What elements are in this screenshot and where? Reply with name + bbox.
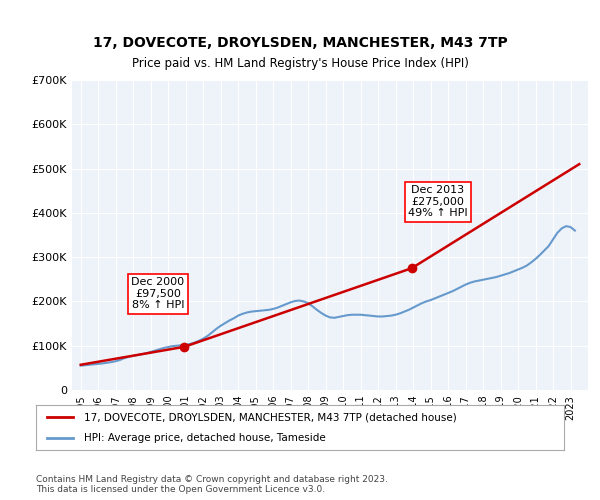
Text: Dec 2013
£275,000
49% ↑ HPI: Dec 2013 £275,000 49% ↑ HPI xyxy=(408,185,468,218)
Text: Dec 2000
£97,500
8% ↑ HPI: Dec 2000 £97,500 8% ↑ HPI xyxy=(131,277,185,310)
Text: 17, DOVECOTE, DROYLSDEN, MANCHESTER, M43 7TP (detached house): 17, DOVECOTE, DROYLSDEN, MANCHESTER, M43… xyxy=(83,412,456,422)
Text: HPI: Average price, detached house, Tameside: HPI: Average price, detached house, Tame… xyxy=(83,433,325,443)
Text: 17, DOVECOTE, DROYLSDEN, MANCHESTER, M43 7TP: 17, DOVECOTE, DROYLSDEN, MANCHESTER, M43… xyxy=(92,36,508,50)
Text: Price paid vs. HM Land Registry's House Price Index (HPI): Price paid vs. HM Land Registry's House … xyxy=(131,57,469,70)
Text: Contains HM Land Registry data © Crown copyright and database right 2023.
This d: Contains HM Land Registry data © Crown c… xyxy=(36,475,388,494)
